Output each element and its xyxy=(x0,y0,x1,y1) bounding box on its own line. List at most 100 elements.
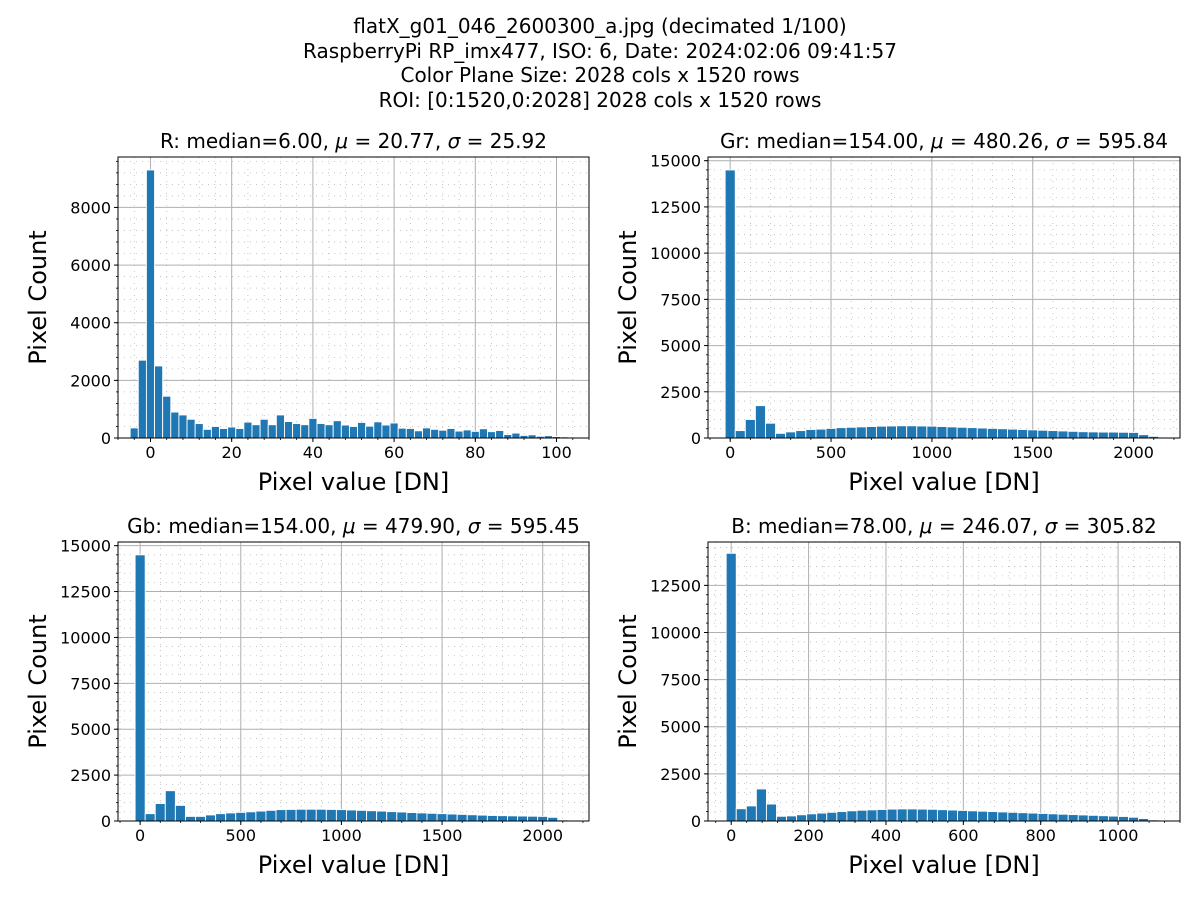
histogram-bar xyxy=(324,424,334,439)
x-tick-label: 500 xyxy=(816,443,847,462)
histogram-bar xyxy=(295,808,307,822)
histogram-bar xyxy=(537,815,549,822)
histogram-bar xyxy=(1097,431,1109,439)
histogram-bar xyxy=(285,808,297,822)
histogram-bar xyxy=(346,809,357,822)
panel-title: B: median=78.00, μ = 246.07, σ = 305.82 xyxy=(731,514,1157,538)
x-tick-label: 20 xyxy=(222,443,242,462)
histogram-bar xyxy=(886,425,898,439)
histogram-bar xyxy=(456,813,468,822)
histogram-bar xyxy=(178,414,188,439)
y-tick-label: 4000 xyxy=(70,314,111,333)
histogram-bar xyxy=(487,431,497,439)
histogram-bar xyxy=(986,427,998,439)
histogram-bar xyxy=(1057,813,1069,822)
histogram-bar xyxy=(476,814,488,822)
histogram-bar xyxy=(846,810,858,822)
y-tick-label: 10000 xyxy=(650,244,701,263)
axes-frame xyxy=(117,541,590,822)
y-tick-label: 15000 xyxy=(60,537,111,556)
y-tick-label: 5000 xyxy=(660,337,701,356)
histogram-bar xyxy=(547,816,559,822)
histogram-bar xyxy=(987,811,999,822)
histogram-bar xyxy=(795,430,807,439)
x-tick-label: 1500 xyxy=(422,826,463,845)
y-tick-label: 7500 xyxy=(660,290,701,309)
histogram-bar xyxy=(413,430,423,439)
histogram-bar xyxy=(210,426,220,439)
histogram-bar xyxy=(1067,430,1079,439)
histogram-bar xyxy=(184,815,196,822)
histogram-bar xyxy=(430,428,440,439)
y-tick-label: 2000 xyxy=(70,371,111,390)
x-tick-label: 1000 xyxy=(912,443,953,462)
histogram-bar xyxy=(511,432,521,439)
histogram-bar xyxy=(406,812,418,822)
histogram-bar xyxy=(517,815,529,822)
histogram-bar xyxy=(462,429,472,439)
histogram-bar xyxy=(416,812,428,822)
histogram-bar xyxy=(243,421,253,439)
histogram-bar xyxy=(426,812,438,822)
histogram-bar xyxy=(776,815,787,822)
histogram-bar xyxy=(806,813,818,822)
y-tick-label: 10000 xyxy=(60,628,111,647)
histogram-bar xyxy=(154,803,166,822)
y-tick-label: 5000 xyxy=(660,718,701,737)
histogram-bar xyxy=(194,423,204,439)
histogram-bar xyxy=(1057,430,1069,439)
histogram-bar xyxy=(855,426,867,439)
histogram-bar xyxy=(219,428,229,439)
x-axis-label: Pixel value [DN] xyxy=(848,851,1039,879)
histogram-bar xyxy=(1107,815,1119,822)
histogram-bar xyxy=(744,419,756,439)
histogram-bar xyxy=(134,554,146,822)
histogram-bar xyxy=(373,421,383,439)
x-tick-label: 2000 xyxy=(1113,443,1154,462)
histogram-bar xyxy=(235,811,247,822)
x-tick-label: 1000 xyxy=(1098,826,1139,845)
histogram-bar xyxy=(1017,429,1029,439)
histogram-bar xyxy=(997,811,1009,822)
histogram-bar xyxy=(896,808,908,822)
x-tick-label: 60 xyxy=(384,443,404,462)
histogram-bar xyxy=(1037,813,1049,822)
x-tick-label: 200 xyxy=(793,826,824,845)
histogram-panel: 0 200 400 600 800 100002500500075001000012500… xyxy=(614,514,1181,879)
x-axis-label: Pixel value [DN] xyxy=(258,468,449,496)
x-tick-label: 0 xyxy=(145,443,155,462)
histogram-bar xyxy=(366,810,378,822)
histogram-bar xyxy=(397,427,407,439)
y-tick-label: 10000 xyxy=(650,623,701,642)
suptitle-line-4: ROI: [0:1520,0:2028] 2028 cols x 1520 ro… xyxy=(378,87,822,112)
histogram-bar xyxy=(292,423,302,439)
histogram-bar xyxy=(926,808,938,822)
y-tick-label: 0 xyxy=(101,429,111,448)
histogram-bar xyxy=(396,811,408,822)
histogram-bar xyxy=(335,809,347,822)
axes-frame xyxy=(707,541,1181,822)
x-tick-label: 1000 xyxy=(321,826,362,845)
y-tick-label: 15000 xyxy=(650,152,701,171)
histogram-bar xyxy=(745,805,757,822)
histogram-bar xyxy=(1027,812,1039,822)
histogram-bar xyxy=(966,427,978,439)
histogram-bar xyxy=(997,428,1008,439)
histogram-bar xyxy=(1107,431,1119,439)
histogram-bar xyxy=(470,430,480,439)
histogram-bar xyxy=(1087,814,1099,822)
histogram-bar xyxy=(926,425,938,439)
y-axis-label: Pixel Count xyxy=(24,614,52,748)
histogram-bar xyxy=(507,815,518,822)
histogram-bar xyxy=(446,428,456,439)
histogram-bar xyxy=(916,808,928,822)
histogram-bar xyxy=(1097,815,1109,822)
histogram-bar xyxy=(825,427,837,439)
y-tick-label: 2500 xyxy=(70,766,111,785)
histogram-bar xyxy=(495,430,505,439)
x-axis-label: Pixel value [DN] xyxy=(258,851,449,879)
histogram-bar xyxy=(186,418,196,439)
y-tick-label: 0 xyxy=(101,812,111,831)
y-tick-label: 2500 xyxy=(660,765,701,784)
